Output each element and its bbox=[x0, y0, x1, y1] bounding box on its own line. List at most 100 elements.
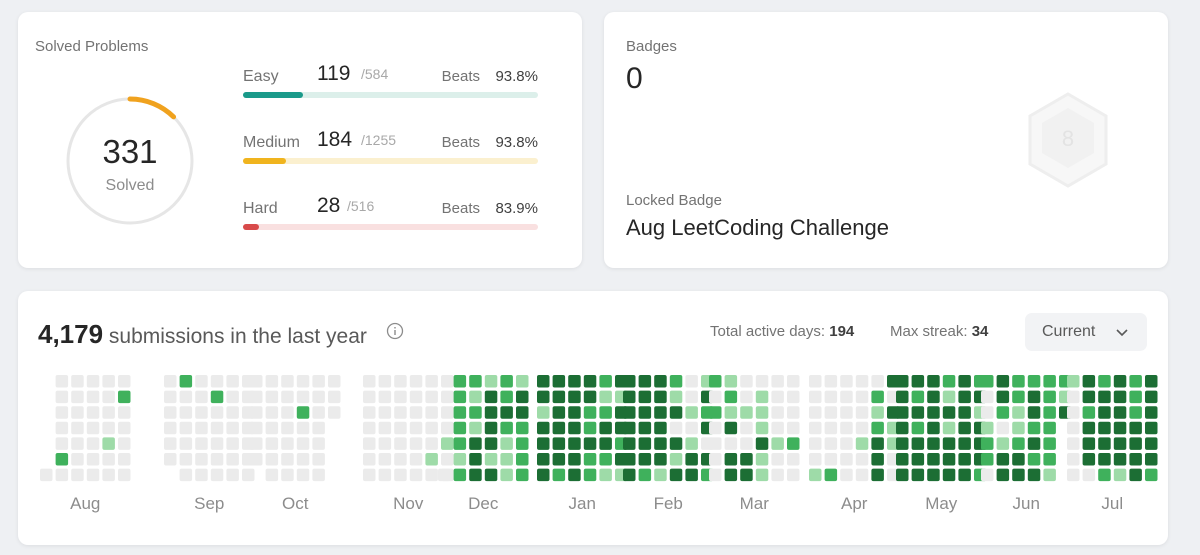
heatmap-day-cell[interactable] bbox=[685, 375, 698, 388]
heatmap-day-cell[interactable] bbox=[537, 406, 550, 419]
heatmap-day-cell[interactable] bbox=[1113, 390, 1127, 404]
heatmap-day-cell[interactable] bbox=[809, 390, 822, 404]
heatmap-day-cell[interactable] bbox=[1082, 375, 1096, 388]
heatmap-day-cell[interactable] bbox=[552, 453, 566, 466]
heatmap-day-cell[interactable] bbox=[296, 468, 310, 482]
heatmap-day-cell[interactable] bbox=[164, 390, 177, 404]
heatmap-day-cell[interactable] bbox=[86, 375, 100, 388]
heatmap-day-cell[interactable] bbox=[1082, 406, 1096, 419]
heatmap-day-cell[interactable] bbox=[1043, 453, 1056, 466]
heatmap-day-cell[interactable] bbox=[787, 375, 800, 388]
heatmap-day-cell[interactable] bbox=[911, 390, 925, 404]
heatmap-day-cell[interactable] bbox=[927, 453, 940, 466]
heatmap-day-cell[interactable] bbox=[363, 453, 376, 466]
heatmap-day-cell[interactable] bbox=[500, 437, 513, 450]
heatmap-day-cell[interactable] bbox=[568, 421, 581, 435]
heatmap-day-cell[interactable] bbox=[911, 375, 925, 388]
heatmap-day-cell[interactable] bbox=[840, 468, 853, 482]
heatmap-day-cell[interactable] bbox=[1129, 468, 1142, 482]
heatmap-day-cell[interactable] bbox=[740, 421, 753, 435]
heatmap-day-cell[interactable] bbox=[394, 421, 407, 435]
heatmap-day-cell[interactable] bbox=[724, 421, 738, 435]
heatmap-day-cell[interactable] bbox=[1113, 453, 1127, 466]
heatmap-day-cell[interactable] bbox=[179, 406, 193, 419]
heatmap-day-cell[interactable] bbox=[250, 375, 263, 388]
heatmap-day-cell[interactable] bbox=[409, 453, 423, 466]
heatmap-day-cell[interactable] bbox=[312, 390, 325, 404]
heatmap-day-cell[interactable] bbox=[981, 390, 994, 404]
heatmap-day-cell[interactable] bbox=[1043, 437, 1056, 450]
heatmap-day-cell[interactable] bbox=[1043, 375, 1056, 388]
heatmap-day-cell[interactable] bbox=[638, 406, 652, 419]
heatmap-day-cell[interactable] bbox=[281, 453, 294, 466]
heatmap-day-cell[interactable] bbox=[927, 390, 940, 404]
heatmap-day-cell[interactable] bbox=[927, 468, 940, 482]
heatmap-day-cell[interactable] bbox=[328, 390, 341, 404]
heatmap-day-cell[interactable] bbox=[709, 421, 722, 435]
heatmap-day-cell[interactable] bbox=[296, 421, 310, 435]
heatmap-day-cell[interactable] bbox=[453, 453, 467, 466]
heatmap-day-cell[interactable] bbox=[638, 453, 652, 466]
heatmap-day-cell[interactable] bbox=[441, 406, 454, 419]
heatmap-day-cell[interactable] bbox=[312, 406, 325, 419]
heatmap-day-cell[interactable] bbox=[1129, 406, 1142, 419]
heatmap-day-cell[interactable] bbox=[250, 421, 263, 435]
heatmap-day-cell[interactable] bbox=[724, 375, 738, 388]
heatmap-day-cell[interactable] bbox=[583, 453, 597, 466]
heatmap-day-cell[interactable] bbox=[378, 390, 392, 404]
heatmap-day-cell[interactable] bbox=[740, 468, 753, 482]
heatmap-day-cell[interactable] bbox=[425, 375, 438, 388]
heatmap-day-cell[interactable] bbox=[809, 453, 822, 466]
heatmap-day-cell[interactable] bbox=[40, 468, 53, 482]
heatmap-day-cell[interactable] bbox=[118, 468, 131, 482]
heatmap-day-cell[interactable] bbox=[1067, 468, 1080, 482]
heatmap-day-cell[interactable] bbox=[296, 390, 310, 404]
heatmap-day-cell[interactable] bbox=[71, 421, 84, 435]
heatmap-day-cell[interactable] bbox=[1012, 375, 1025, 388]
heatmap-day-cell[interactable] bbox=[1067, 421, 1080, 435]
heatmap-day-cell[interactable] bbox=[824, 453, 838, 466]
heatmap-day-cell[interactable] bbox=[1113, 437, 1127, 450]
heatmap-day-cell[interactable] bbox=[855, 468, 869, 482]
heatmap-day-cell[interactable] bbox=[958, 421, 971, 435]
heatmap-day-cell[interactable] bbox=[102, 421, 115, 435]
heatmap-day-cell[interactable] bbox=[179, 421, 193, 435]
heatmap-day-cell[interactable] bbox=[669, 437, 683, 450]
heatmap-day-cell[interactable] bbox=[409, 468, 423, 482]
heatmap-day-cell[interactable] bbox=[685, 406, 698, 419]
heatmap-day-cell[interactable] bbox=[55, 468, 69, 482]
heatmap-day-cell[interactable] bbox=[179, 468, 193, 482]
heatmap-day-cell[interactable] bbox=[500, 453, 513, 466]
heatmap-day-cell[interactable] bbox=[484, 421, 498, 435]
heatmap-day-cell[interactable] bbox=[1098, 421, 1111, 435]
heatmap-day-cell[interactable] bbox=[281, 390, 294, 404]
heatmap-day-cell[interactable] bbox=[855, 390, 869, 404]
heatmap-day-cell[interactable] bbox=[599, 453, 612, 466]
heatmap-day-cell[interactable] bbox=[484, 453, 498, 466]
heatmap-day-cell[interactable] bbox=[824, 421, 838, 435]
heatmap-day-cell[interactable] bbox=[871, 406, 884, 419]
heatmap-day-cell[interactable] bbox=[55, 406, 69, 419]
heatmap-day-cell[interactable] bbox=[265, 375, 279, 388]
heatmap-day-cell[interactable] bbox=[226, 437, 239, 450]
heatmap-day-cell[interactable] bbox=[250, 437, 263, 450]
heatmap-day-cell[interactable] bbox=[669, 406, 683, 419]
heatmap-day-cell[interactable] bbox=[809, 421, 822, 435]
heatmap-day-cell[interactable] bbox=[942, 437, 956, 450]
heatmap-day-cell[interactable] bbox=[1145, 437, 1158, 450]
heatmap-day-cell[interactable] bbox=[1145, 468, 1158, 482]
heatmap-day-cell[interactable] bbox=[1113, 421, 1127, 435]
heatmap-day-cell[interactable] bbox=[787, 453, 800, 466]
heatmap-day-cell[interactable] bbox=[824, 468, 838, 482]
heatmap-day-cell[interactable] bbox=[71, 375, 84, 388]
heatmap-day-cell[interactable] bbox=[942, 390, 956, 404]
heatmap-day-cell[interactable] bbox=[996, 468, 1010, 482]
heatmap-day-cell[interactable] bbox=[1067, 453, 1080, 466]
heatmap-day-cell[interactable] bbox=[453, 468, 467, 482]
heatmap-day-cell[interactable] bbox=[394, 437, 407, 450]
heatmap-day-cell[interactable] bbox=[669, 421, 683, 435]
heatmap-day-cell[interactable] bbox=[1145, 390, 1158, 404]
heatmap-day-cell[interactable] bbox=[394, 390, 407, 404]
heatmap-day-cell[interactable] bbox=[709, 390, 722, 404]
heatmap-day-cell[interactable] bbox=[312, 468, 325, 482]
